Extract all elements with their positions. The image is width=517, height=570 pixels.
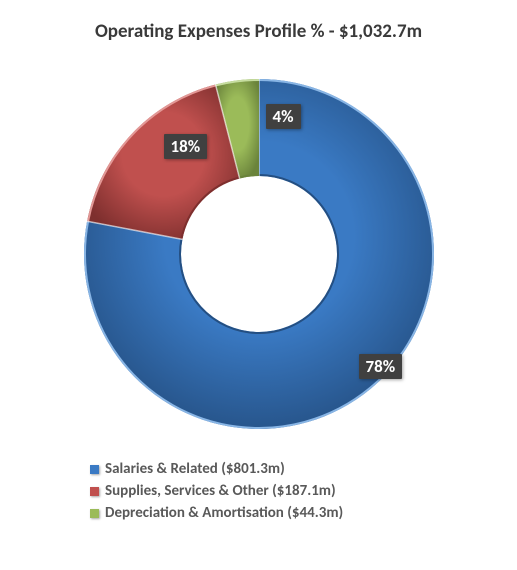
legend-label: Salaries & Related ($801.3m) [105, 460, 285, 478]
data-label-supplies: 18% [164, 134, 208, 159]
legend-swatch-icon [90, 509, 99, 518]
data-label-salaries: 78% [359, 354, 403, 379]
chart-title: Operating Expenses Profile % - $1,032.7m [0, 20, 517, 43]
legend-label: Supplies, Services & Other ($187.1m) [105, 482, 336, 500]
data-label-depreciation: 4% [266, 104, 301, 129]
donut-svg [79, 74, 439, 434]
chart-container: Operating Expenses Profile % - $1,032.7m… [0, 0, 517, 570]
legend-item-salaries: Salaries & Related ($801.3m) [90, 460, 343, 478]
legend: Salaries & Related ($801.3m) Supplies, Se… [90, 456, 343, 526]
donut-area: 78% 18% 4% [79, 74, 439, 434]
legend-item-supplies: Supplies, Services & Other ($187.1m) [90, 482, 343, 500]
legend-swatch-icon [90, 487, 99, 496]
legend-label: Depreciation & Amortisation ($44.3m) [105, 504, 343, 522]
legend-swatch-icon [90, 465, 99, 474]
legend-item-depreciation: Depreciation & Amortisation ($44.3m) [90, 504, 343, 522]
